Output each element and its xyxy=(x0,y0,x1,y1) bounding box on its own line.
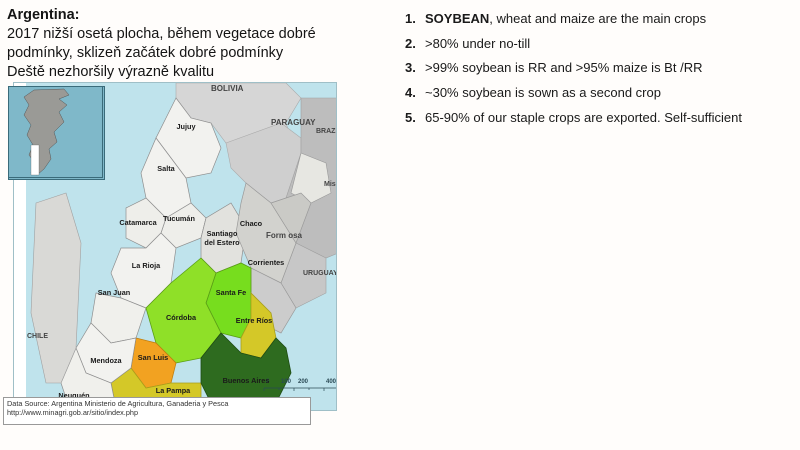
svg-text:Form osa: Form osa xyxy=(266,231,303,240)
svg-text:Misiones: Misiones xyxy=(324,181,336,188)
svg-text:BRAZIL: BRAZIL xyxy=(316,128,336,135)
svg-text:URUGUAY: URUGUAY xyxy=(303,270,336,277)
svg-text:Córdoba: Córdoba xyxy=(166,313,197,322)
svg-text:Salta: Salta xyxy=(157,164,175,173)
svg-text:Santa Fe: Santa Fe xyxy=(216,288,246,297)
svg-text:Corrientes: Corrientes xyxy=(248,258,285,267)
svg-text:100: 100 xyxy=(281,379,292,385)
svg-text:200: 200 xyxy=(298,379,309,385)
svg-text:BOLIVIA: BOLIVIA xyxy=(211,84,244,93)
svg-text:Mendoza: Mendoza xyxy=(90,356,122,365)
svg-text:del Estero: del Estero xyxy=(204,238,240,247)
svg-text:PARAGUAY: PARAGUAY xyxy=(271,118,316,127)
svg-text:400 Kilometers: 400 Kilometers xyxy=(326,379,336,385)
svg-text:Entre Ríos: Entre Ríos xyxy=(236,316,273,325)
svg-text:CHILE: CHILE xyxy=(27,333,48,340)
svg-text:San Juan: San Juan xyxy=(98,288,130,297)
svg-text:La Pampa: La Pampa xyxy=(156,386,191,395)
svg-text:Chaco: Chaco xyxy=(240,219,263,228)
svg-text:San Luis: San Luis xyxy=(138,353,168,362)
svg-text:Santiago: Santiago xyxy=(207,229,238,238)
svg-text:Jujuy: Jujuy xyxy=(176,122,196,131)
svg-text:La Rioja: La Rioja xyxy=(132,261,161,270)
svg-text:Catamarca: Catamarca xyxy=(119,218,157,227)
svg-text:Buenos Aires: Buenos Aires xyxy=(223,376,270,385)
svg-text:Tucumán: Tucumán xyxy=(163,214,195,223)
